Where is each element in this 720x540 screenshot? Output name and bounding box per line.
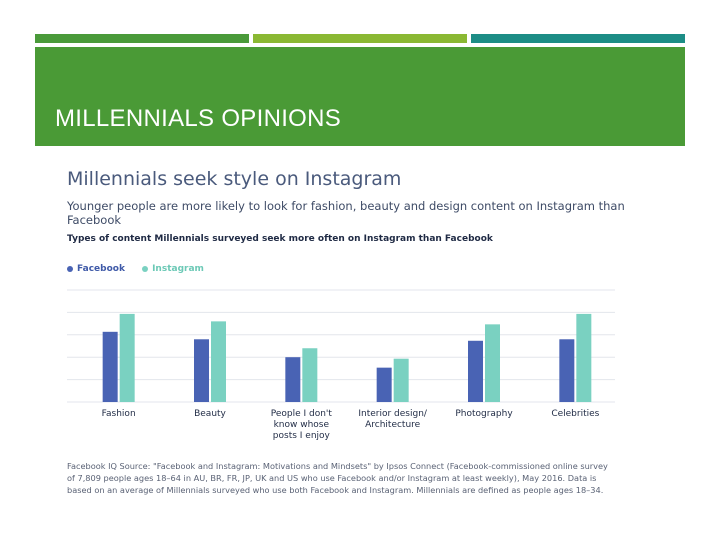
bar-facebook-5 [559,339,575,402]
bar-facebook-0 [102,331,118,402]
title-band: MILLENNIALS OPINIONS [35,47,685,146]
legend-swatch-facebook [67,266,73,272]
chart-source-note: Facebook IQ Source: "Facebook and Instag… [67,461,608,495]
bar-instagram-5 [576,313,592,402]
bar-facebook-4 [468,340,483,402]
bar-instagram-1 [211,321,226,402]
legend-item-facebook: Facebook [67,264,125,274]
category-label: People I don't know whose posts I enjoy [271,409,333,441]
bar-facebook-2 [285,357,301,402]
legend-label-instagram: Instagram [152,264,204,274]
slide-title: MILLENNIALS OPINIONS [55,105,342,132]
bar-facebook-3 [376,367,392,402]
legend-label-facebook: Facebook [77,264,125,274]
category-label: Celebrities [551,409,599,419]
chart-figure: Millennials seek style on Instagram Youn… [67,160,647,510]
chart-caption: Types of content Millennials surveyed se… [67,234,493,244]
legend-item-instagram: Instagram [142,264,204,274]
category-label: Beauty [194,409,226,419]
bar-instagram-0 [119,313,135,402]
bar-instagram-2 [302,348,318,402]
category-label: Fashion [102,409,136,419]
chart-legend: Facebook Instagram [67,264,218,275]
bar-chart: Fashion Beauty People I don't know whose pos… [67,289,615,441]
legend-swatch-instagram [142,266,149,272]
category-label: Interior design/Architecture [358,409,428,430]
chart-subtitle: Younger people are more likely to look f… [67,199,625,227]
chart-title: Millennials seek style on Instagram [67,168,402,190]
bar-instagram-4 [485,324,500,402]
accent-stripe-green [35,34,249,43]
bar-facebook-1 [194,339,209,402]
accent-stripe-lime [253,34,467,43]
category-label: Photography [455,409,513,419]
accent-stripe-teal [471,34,685,43]
bar-instagram-3 [393,358,409,402]
